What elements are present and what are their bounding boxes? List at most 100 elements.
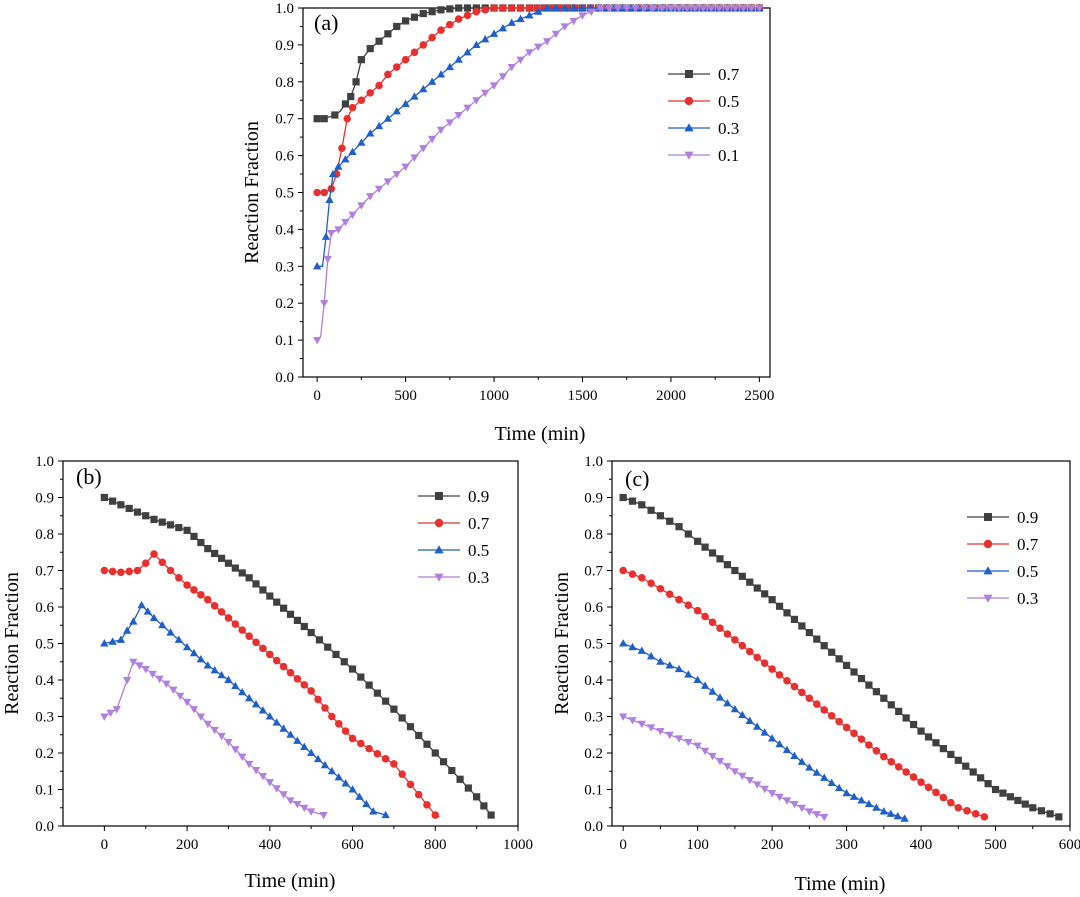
data-point — [954, 803, 963, 812]
data-point — [723, 561, 732, 569]
data-point — [410, 13, 419, 21]
data-point — [745, 716, 754, 724]
data-point — [969, 768, 977, 776]
data-point — [143, 607, 152, 615]
data-point — [707, 4, 716, 13]
data-point — [166, 628, 175, 636]
data-point — [534, 7, 543, 15]
legend-entry-0.7: 0.7 — [418, 514, 490, 533]
data-point — [224, 675, 233, 684]
data-point — [320, 188, 329, 197]
data-point — [872, 747, 881, 755]
data-point — [392, 170, 401, 179]
data-point — [525, 11, 534, 19]
data-point — [427, 77, 437, 85]
series-line — [104, 660, 324, 816]
data-point — [357, 96, 366, 105]
data-point — [715, 757, 725, 766]
data-point — [166, 566, 175, 575]
data-point — [805, 808, 814, 816]
data-point — [265, 712, 274, 720]
data-point — [820, 813, 829, 822]
data-point — [445, 119, 454, 127]
series-0.9 — [100, 493, 495, 819]
x-tick-label: 600 — [1059, 837, 1080, 853]
legend-marker — [684, 96, 694, 106]
data-point — [112, 706, 121, 714]
legend-label: 0.5 — [468, 541, 489, 560]
data-point — [217, 554, 226, 562]
data-point — [872, 688, 880, 696]
data-point — [266, 592, 274, 600]
data-point — [406, 723, 415, 731]
data-point — [463, 4, 472, 12]
data-point — [999, 789, 1007, 797]
legend-label: 0.5 — [1017, 562, 1038, 581]
data-point — [238, 687, 247, 696]
series-0.9 — [619, 493, 1063, 821]
data-point — [231, 620, 240, 628]
data-point — [423, 740, 431, 748]
data-point — [954, 756, 962, 764]
legend-entry-0.9: 0.9 — [418, 487, 489, 506]
data-point — [286, 797, 295, 805]
data-point — [259, 644, 267, 653]
data-point — [684, 670, 693, 678]
data-point — [507, 4, 516, 12]
data-point — [797, 804, 807, 813]
data-point — [708, 687, 717, 695]
data-point — [196, 713, 206, 721]
data-point — [872, 803, 881, 811]
y-tick-label: 0.2 — [584, 746, 603, 762]
data-point — [238, 626, 247, 634]
y-tick-label: 0.3 — [35, 710, 54, 726]
data-point — [307, 687, 315, 695]
x-tick-label: 1000 — [479, 388, 509, 404]
data-point — [569, 3, 578, 12]
chart-panel-a: 0.0 0.1 0.2 0.3 0.4 0.5 0.6 0.7 0.8 0.9 1.0 0 500 100… — [241, 1, 774, 445]
data-point — [637, 646, 646, 654]
legend-entry-0.5: 0.5 — [418, 541, 489, 560]
y-tick-label: 0.4 — [35, 673, 54, 689]
data-point — [684, 601, 693, 609]
data-point — [244, 760, 254, 769]
data-point — [813, 700, 821, 708]
data-point — [887, 701, 895, 709]
legend-label: 0.3 — [1017, 589, 1038, 608]
data-point — [739, 4, 748, 13]
data-point — [300, 742, 309, 750]
series-0.5 — [100, 600, 390, 819]
data-point — [357, 739, 365, 748]
data-point — [666, 4, 676, 13]
data-point — [373, 749, 382, 758]
data-point — [723, 763, 732, 771]
legend-marker — [434, 518, 444, 528]
data-point — [560, 23, 569, 31]
data-point — [1014, 796, 1022, 805]
data-point — [313, 115, 321, 123]
data-point — [437, 26, 445, 34]
data-point — [665, 661, 674, 669]
data-point — [569, 17, 578, 26]
data-point — [265, 779, 274, 787]
data-point — [542, 3, 552, 12]
data-point — [812, 811, 821, 819]
data-point — [183, 526, 191, 534]
data-point — [760, 728, 769, 736]
y-tick-label: 0.8 — [584, 527, 603, 543]
data-point — [932, 788, 940, 797]
plot-frame — [302, 7, 771, 378]
data-point — [374, 121, 384, 130]
legend-marker — [434, 573, 444, 582]
data-point — [272, 785, 281, 793]
data-point — [767, 734, 777, 742]
data-point — [122, 626, 132, 634]
data-point — [827, 778, 836, 786]
data-point — [674, 735, 684, 743]
y-tick-label: 0.1 — [35, 783, 54, 799]
data-point — [197, 591, 205, 599]
y-tick-label: 1.0 — [275, 1, 294, 17]
data-point — [149, 613, 159, 622]
data-point — [439, 758, 448, 766]
data-point — [366, 193, 375, 201]
